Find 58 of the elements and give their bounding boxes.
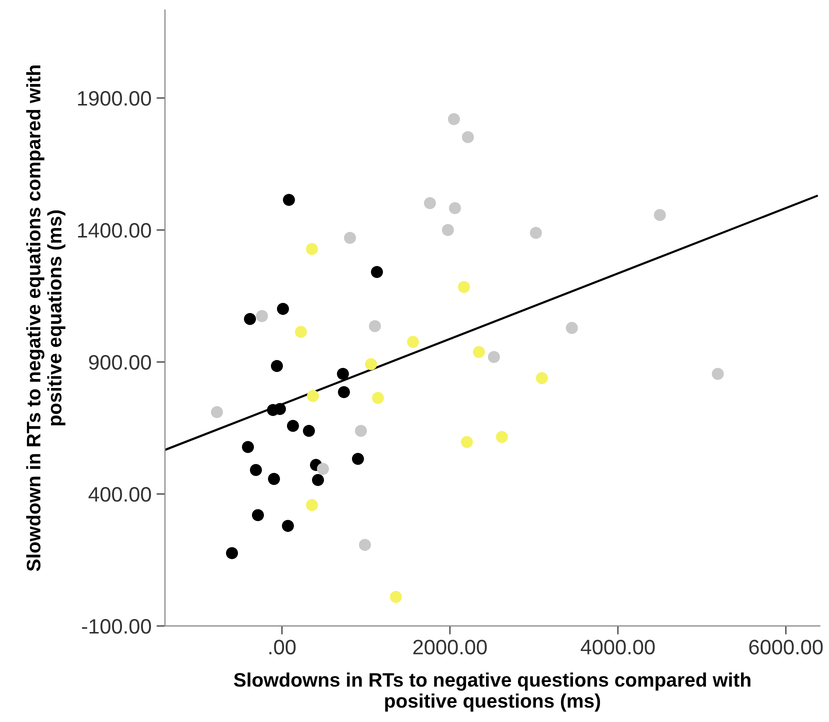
point [306, 242, 318, 256]
point [448, 113, 460, 126]
y-tick-label: 900.00 [89, 354, 151, 370]
point [210, 406, 223, 418]
point [358, 538, 371, 551]
point [286, 420, 299, 432]
point [352, 452, 364, 465]
point [460, 436, 473, 448]
point [226, 547, 238, 560]
point [364, 358, 377, 370]
point [488, 350, 500, 363]
point [256, 310, 268, 322]
point [472, 346, 485, 358]
point [372, 392, 384, 404]
point [536, 372, 548, 384]
y-tick-label: -100.00 [82, 618, 151, 634]
point [496, 430, 508, 443]
x-tick-label: .00 [269, 640, 296, 654]
point [250, 464, 262, 476]
point [244, 312, 256, 325]
point [390, 590, 402, 603]
point [242, 440, 254, 454]
point [406, 336, 419, 348]
point [370, 266, 383, 278]
point [302, 424, 315, 437]
y-tick-label: 400.00 [88, 486, 151, 502]
point [442, 224, 454, 236]
y-axis-title: Slowdown in RTs to negative equations compared with positive equations (ms) [26, 66, 66, 572]
point [336, 368, 349, 380]
point [306, 390, 319, 402]
point [270, 360, 283, 372]
x-tick-label: 6000.00 [749, 640, 823, 654]
y-tick-label: 1400.00 [78, 223, 151, 238]
point [282, 194, 295, 206]
point [344, 232, 356, 244]
y-tick-label: 1900.00 [78, 91, 151, 106]
point [368, 320, 381, 332]
point [268, 472, 280, 485]
point [294, 326, 307, 338]
point [282, 520, 294, 532]
point [252, 509, 264, 522]
point [306, 499, 318, 512]
x-axis-title: Slowdowns in RTs to negative questions compared with positive questions (ms) [234, 672, 750, 712]
x-tick-label: 4000.00 [580, 640, 655, 654]
point [462, 131, 474, 144]
point [312, 474, 324, 486]
point [448, 202, 461, 214]
point [654, 208, 666, 221]
point [316, 462, 329, 475]
point [424, 197, 436, 210]
x-tick-label: 2000.00 [413, 640, 487, 654]
point [338, 386, 350, 398]
point [530, 226, 542, 239]
point [712, 368, 724, 380]
point [354, 424, 367, 437]
point [566, 322, 578, 334]
point [458, 281, 470, 294]
point [276, 302, 289, 315]
